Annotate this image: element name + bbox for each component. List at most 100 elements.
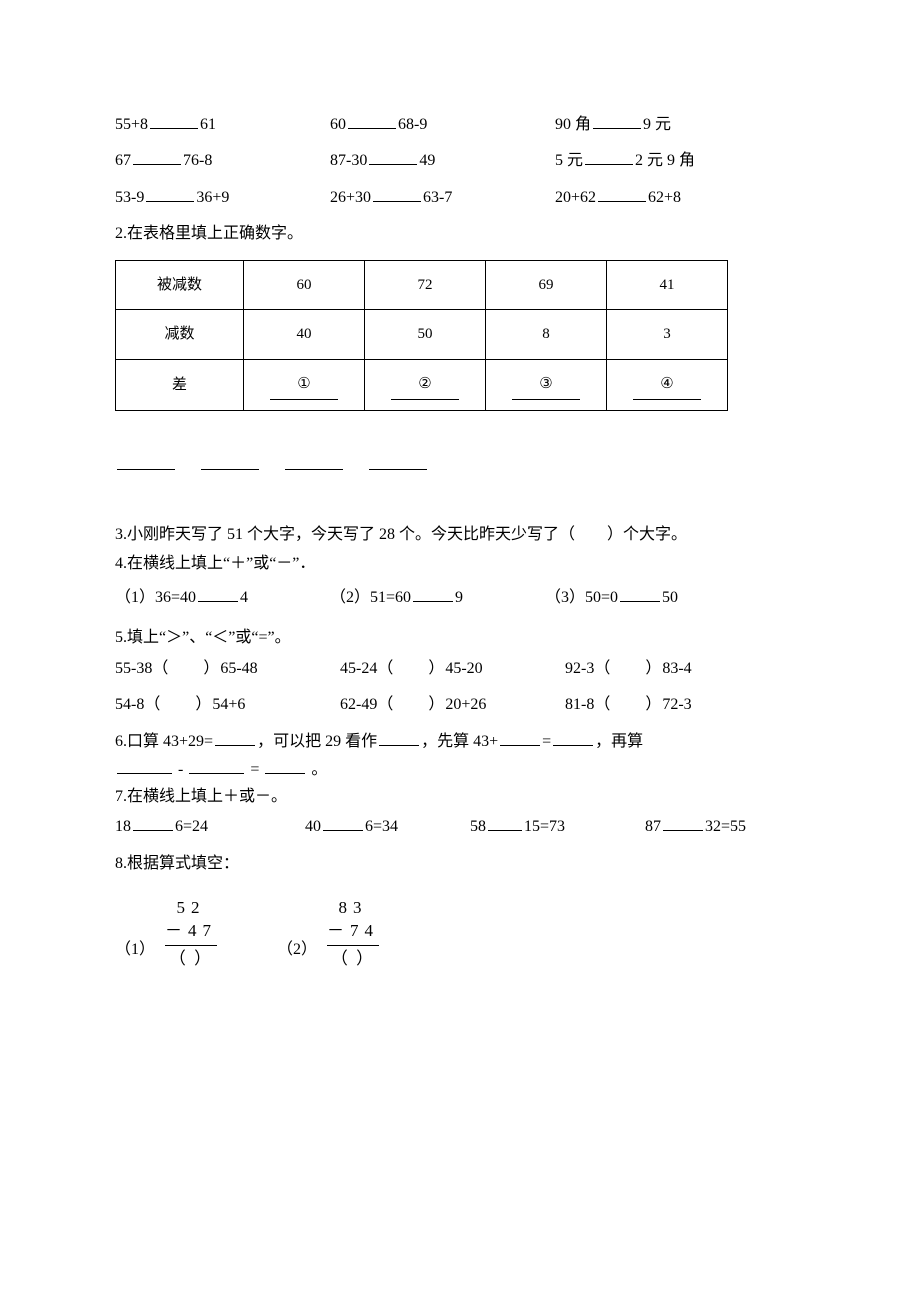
- q8-row: （1） 52 －47 （ ） （2） 83 －74 （ ）: [115, 897, 805, 971]
- blank-input[interactable]: [348, 112, 396, 129]
- expr: 40: [305, 818, 321, 835]
- blank-input[interactable]: [198, 585, 238, 602]
- answer-cell[interactable]: ②: [365, 359, 486, 411]
- cell: 3: [607, 310, 728, 360]
- blank-input[interactable]: [553, 729, 593, 746]
- expr: 49: [419, 152, 435, 169]
- cell: 60: [244, 260, 365, 310]
- q5-item: 54-8（ ）54+6: [115, 690, 340, 720]
- blank-input[interactable]: [146, 185, 194, 202]
- expr: 54-8: [115, 696, 144, 713]
- paren-input[interactable]: （ ）: [377, 660, 445, 677]
- expr: 55+8: [115, 116, 148, 133]
- item-label: （1）: [115, 589, 155, 606]
- text: ，再算: [595, 733, 643, 750]
- text: =: [250, 761, 259, 778]
- blank-input[interactable]: [369, 453, 427, 470]
- item-label: （2）: [330, 589, 370, 606]
- q1-row: 53-936+9 26+30 63-7 20+62 62+8: [115, 183, 805, 213]
- expr: 20+62: [555, 189, 596, 206]
- blank-input[interactable]: [598, 185, 646, 202]
- expr: 62-49: [340, 696, 377, 713]
- expr: 62+8: [648, 189, 681, 206]
- blank-input[interactable]: [133, 814, 173, 831]
- expr: 20+26: [445, 696, 486, 713]
- answer-cell[interactable]: ③: [486, 359, 607, 411]
- blank-input[interactable]: [117, 453, 175, 470]
- subtrahend: －47: [165, 920, 217, 943]
- q1-cell: 55+861: [115, 110, 330, 140]
- blank-input[interactable]: [373, 185, 421, 202]
- q1-block: 55+861 6068-9 90 角9 元 6776-8 87-3049 5 元…: [115, 110, 805, 213]
- paren-input[interactable]: （ ）: [152, 660, 220, 677]
- blank-input[interactable]: [663, 814, 703, 831]
- expr: 58: [470, 818, 486, 835]
- answer-cell[interactable]: ④: [607, 359, 728, 411]
- expr: 36=40: [155, 589, 196, 606]
- blank-input[interactable]: [133, 148, 181, 165]
- table-row: 被减数 60 72 69 41: [116, 260, 728, 310]
- expr: 9: [455, 589, 463, 606]
- expr: 83-4: [662, 660, 691, 677]
- q4-item: （2）51=60 9: [330, 583, 545, 613]
- q4-row: （1）36=404 （2）51=609 （3）50=050: [115, 583, 805, 613]
- circled-label: ①: [270, 370, 338, 401]
- expr: 92-3: [565, 660, 594, 677]
- q7-item: 5815=73: [470, 812, 645, 842]
- q8-item: （1） 52 －47 （ ）: [115, 897, 217, 971]
- answer-paren[interactable]: （ ）: [327, 945, 379, 971]
- q7-item: 406=34: [305, 812, 470, 842]
- answer-cell[interactable]: ①: [244, 359, 365, 411]
- q4-item: （3）50=050: [545, 583, 760, 613]
- blank-input[interactable]: [593, 112, 641, 129]
- q5-title: 5.填上“＞”、“＜”或“=”。: [115, 623, 805, 653]
- expr: 81-8: [565, 696, 594, 713]
- expr: 26+30: [330, 189, 371, 206]
- cell: 8: [486, 310, 607, 360]
- blank-input[interactable]: [379, 729, 419, 746]
- q2-table: 被减数 60 72 69 41 减数 40 50 8 3 差 ① ② ③ ④: [115, 260, 728, 412]
- paren-input[interactable]: （ ）: [594, 660, 662, 677]
- blank-input[interactable]: [150, 112, 198, 129]
- expr: 63-7: [423, 189, 452, 206]
- blank-input[interactable]: [500, 729, 540, 746]
- blank-input[interactable]: [620, 585, 660, 602]
- answer-paren[interactable]: （ ）: [165, 945, 217, 971]
- blank-input[interactable]: [201, 453, 259, 470]
- circled-label: ②: [391, 370, 459, 401]
- subtrahend: －74: [327, 920, 379, 943]
- text: ，可以把 29 看作: [257, 733, 377, 750]
- blank-input[interactable]: [215, 729, 255, 746]
- row-label: 减数: [116, 310, 244, 360]
- blank-input[interactable]: [413, 585, 453, 602]
- circled-label: ④: [633, 370, 701, 401]
- blank-input[interactable]: [117, 757, 172, 774]
- q3-text: 3.小刚昨天写了 51 个大字，今天写了 28 个。今天比昨天少写了（ ）个大字…: [115, 521, 805, 548]
- expr: 45-24: [340, 660, 377, 677]
- blank-input[interactable]: [265, 757, 305, 774]
- expr: 2 元 9 角: [635, 152, 695, 169]
- q1-cell: 26+30 63-7: [330, 183, 555, 213]
- item-label: （2）: [277, 935, 317, 971]
- table-row: 减数 40 50 8 3: [116, 310, 728, 360]
- q1-cell: 53-936+9: [115, 183, 330, 213]
- q4-title: 4.在横线上填上“＋”或“－”．: [115, 549, 805, 579]
- paren-input[interactable]: （ ）: [377, 696, 445, 713]
- blank-input[interactable]: [285, 453, 343, 470]
- cell: 69: [486, 260, 607, 310]
- text: ，先算 43+: [421, 733, 498, 750]
- q1-cell: 6068-9: [330, 110, 555, 140]
- blank-input[interactable]: [189, 757, 244, 774]
- q5-item: 92-3（ ）83-4: [565, 654, 795, 684]
- paren-input[interactable]: （ ）: [144, 696, 212, 713]
- blank-input[interactable]: [488, 814, 522, 831]
- blank-input[interactable]: [585, 148, 633, 165]
- text: =: [542, 733, 551, 750]
- q6-line1: 6.口算 43+29=，可以把 29 看作，先算 43+=，再算: [115, 727, 805, 757]
- expr: 51=60: [370, 589, 411, 606]
- expr: 87: [645, 818, 661, 835]
- blank-input[interactable]: [369, 148, 417, 165]
- expr: 5 元: [555, 152, 583, 169]
- paren-input[interactable]: （ ）: [594, 696, 662, 713]
- blank-input[interactable]: [323, 814, 363, 831]
